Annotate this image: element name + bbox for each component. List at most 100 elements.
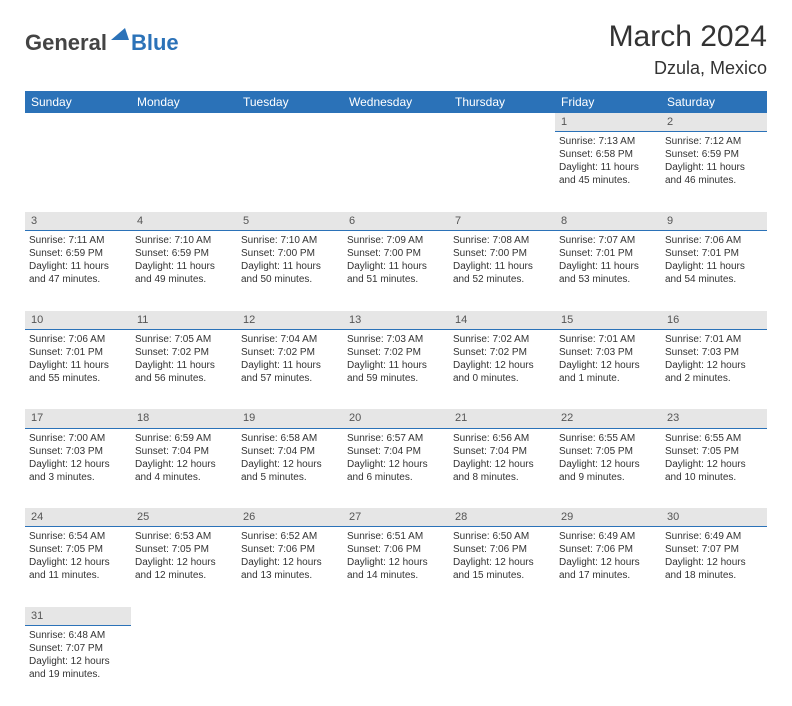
day-cell: Sunrise: 6:57 AM Sunset: 7:04 PM Dayligh… — [343, 428, 449, 508]
day-content-row: Sunrise: 6:54 AM Sunset: 7:05 PM Dayligh… — [25, 527, 767, 607]
day-text: Sunrise: 6:51 AM Sunset: 7:06 PM Dayligh… — [347, 530, 445, 582]
day-text: Sunrise: 7:06 AM Sunset: 7:01 PM Dayligh… — [665, 234, 763, 286]
day-text: Sunrise: 6:49 AM Sunset: 7:06 PM Dayligh… — [559, 530, 657, 582]
day-cell — [237, 132, 343, 212]
day-cell: Sunrise: 7:09 AM Sunset: 7:00 PM Dayligh… — [343, 231, 449, 311]
day-number: 14 — [449, 311, 555, 330]
day-cell — [661, 626, 767, 706]
day-text: Sunrise: 6:50 AM Sunset: 7:06 PM Dayligh… — [453, 530, 551, 582]
day-number: 26 — [237, 508, 343, 527]
day-text: Sunrise: 6:52 AM Sunset: 7:06 PM Dayligh… — [241, 530, 339, 582]
day-number — [237, 607, 343, 626]
day-content-row: Sunrise: 7:11 AM Sunset: 6:59 PM Dayligh… — [25, 231, 767, 311]
day-text: Sunrise: 7:00 AM Sunset: 7:03 PM Dayligh… — [29, 432, 127, 484]
day-number: 5 — [237, 212, 343, 231]
day-number — [449, 113, 555, 132]
day-number: 8 — [555, 212, 661, 231]
day-cell: Sunrise: 6:50 AM Sunset: 7:06 PM Dayligh… — [449, 527, 555, 607]
day-number: 21 — [449, 409, 555, 428]
day-text: Sunrise: 7:12 AM Sunset: 6:59 PM Dayligh… — [665, 135, 763, 187]
day-number: 2 — [661, 113, 767, 132]
day-text: Sunrise: 6:55 AM Sunset: 7:05 PM Dayligh… — [665, 432, 763, 484]
day-cell: Sunrise: 7:08 AM Sunset: 7:00 PM Dayligh… — [449, 231, 555, 311]
day-cell: Sunrise: 7:01 AM Sunset: 7:03 PM Dayligh… — [555, 329, 661, 409]
day-number: 28 — [449, 508, 555, 527]
daynum-row: 24252627282930 — [25, 508, 767, 527]
day-cell — [343, 132, 449, 212]
daynum-row: 12 — [25, 113, 767, 132]
day-text: Sunrise: 7:05 AM Sunset: 7:02 PM Dayligh… — [135, 333, 233, 385]
day-cell: Sunrise: 6:59 AM Sunset: 7:04 PM Dayligh… — [131, 428, 237, 508]
day-cell — [449, 626, 555, 706]
day-number: 11 — [131, 311, 237, 330]
day-text: Sunrise: 7:10 AM Sunset: 6:59 PM Dayligh… — [135, 234, 233, 286]
day-number — [343, 113, 449, 132]
weekday-header: Saturday — [661, 91, 767, 113]
day-content-row: Sunrise: 7:13 AM Sunset: 6:58 PM Dayligh… — [25, 132, 767, 212]
day-text: Sunrise: 6:53 AM Sunset: 7:05 PM Dayligh… — [135, 530, 233, 582]
day-content-row: Sunrise: 7:00 AM Sunset: 7:03 PM Dayligh… — [25, 428, 767, 508]
day-text: Sunrise: 6:56 AM Sunset: 7:04 PM Dayligh… — [453, 432, 551, 484]
day-number: 3 — [25, 212, 131, 231]
day-cell — [131, 626, 237, 706]
day-text: Sunrise: 7:06 AM Sunset: 7:01 PM Dayligh… — [29, 333, 127, 385]
day-number: 27 — [343, 508, 449, 527]
weekday-header: Sunday — [25, 91, 131, 113]
day-cell — [343, 626, 449, 706]
day-number: 13 — [343, 311, 449, 330]
day-cell: Sunrise: 7:01 AM Sunset: 7:03 PM Dayligh… — [661, 329, 767, 409]
day-number — [25, 113, 131, 132]
day-number: 22 — [555, 409, 661, 428]
day-number: 24 — [25, 508, 131, 527]
day-number: 4 — [131, 212, 237, 231]
day-cell: Sunrise: 7:10 AM Sunset: 7:00 PM Dayligh… — [237, 231, 343, 311]
day-number: 16 — [661, 311, 767, 330]
header: General Blue March 2024 Dzula, Mexico — [25, 20, 767, 79]
day-number: 1 — [555, 113, 661, 132]
day-number: 30 — [661, 508, 767, 527]
day-cell: Sunrise: 6:56 AM Sunset: 7:04 PM Dayligh… — [449, 428, 555, 508]
month-title: March 2024 — [609, 20, 767, 54]
day-text: Sunrise: 6:49 AM Sunset: 7:07 PM Dayligh… — [665, 530, 763, 582]
daynum-row: 3456789 — [25, 212, 767, 231]
day-cell: Sunrise: 6:49 AM Sunset: 7:07 PM Dayligh… — [661, 527, 767, 607]
day-number: 17 — [25, 409, 131, 428]
day-cell: Sunrise: 7:00 AM Sunset: 7:03 PM Dayligh… — [25, 428, 131, 508]
day-text: Sunrise: 7:08 AM Sunset: 7:00 PM Dayligh… — [453, 234, 551, 286]
day-number: 20 — [343, 409, 449, 428]
title-block: March 2024 Dzula, Mexico — [609, 20, 767, 79]
day-cell: Sunrise: 7:02 AM Sunset: 7:02 PM Dayligh… — [449, 329, 555, 409]
day-cell: Sunrise: 6:48 AM Sunset: 7:07 PM Dayligh… — [25, 626, 131, 706]
day-cell: Sunrise: 7:07 AM Sunset: 7:01 PM Dayligh… — [555, 231, 661, 311]
weekday-header: Monday — [131, 91, 237, 113]
day-text: Sunrise: 6:57 AM Sunset: 7:04 PM Dayligh… — [347, 432, 445, 484]
day-text: Sunrise: 7:11 AM Sunset: 6:59 PM Dayligh… — [29, 234, 127, 286]
day-number: 25 — [131, 508, 237, 527]
day-content-row: Sunrise: 6:48 AM Sunset: 7:07 PM Dayligh… — [25, 626, 767, 706]
day-number: 7 — [449, 212, 555, 231]
day-cell: Sunrise: 7:11 AM Sunset: 6:59 PM Dayligh… — [25, 231, 131, 311]
day-text: Sunrise: 7:09 AM Sunset: 7:00 PM Dayligh… — [347, 234, 445, 286]
day-cell: Sunrise: 7:04 AM Sunset: 7:02 PM Dayligh… — [237, 329, 343, 409]
day-number: 23 — [661, 409, 767, 428]
day-text: Sunrise: 7:01 AM Sunset: 7:03 PM Dayligh… — [665, 333, 763, 385]
day-cell: Sunrise: 6:55 AM Sunset: 7:05 PM Dayligh… — [661, 428, 767, 508]
day-cell: Sunrise: 6:49 AM Sunset: 7:06 PM Dayligh… — [555, 527, 661, 607]
day-number: 18 — [131, 409, 237, 428]
day-cell — [555, 626, 661, 706]
day-cell — [131, 132, 237, 212]
day-cell: Sunrise: 7:10 AM Sunset: 6:59 PM Dayligh… — [131, 231, 237, 311]
day-cell: Sunrise: 7:06 AM Sunset: 7:01 PM Dayligh… — [25, 329, 131, 409]
day-cell — [25, 132, 131, 212]
day-cell — [449, 132, 555, 212]
day-number — [131, 607, 237, 626]
location: Dzula, Mexico — [609, 58, 767, 79]
weekday-header: Tuesday — [237, 91, 343, 113]
day-text: Sunrise: 6:48 AM Sunset: 7:07 PM Dayligh… — [29, 629, 127, 681]
day-cell — [237, 626, 343, 706]
day-number: 29 — [555, 508, 661, 527]
day-cell: Sunrise: 7:06 AM Sunset: 7:01 PM Dayligh… — [661, 231, 767, 311]
day-text: Sunrise: 6:55 AM Sunset: 7:05 PM Dayligh… — [559, 432, 657, 484]
brand-part1: General — [25, 30, 107, 56]
brand-logo: General Blue — [25, 30, 179, 56]
